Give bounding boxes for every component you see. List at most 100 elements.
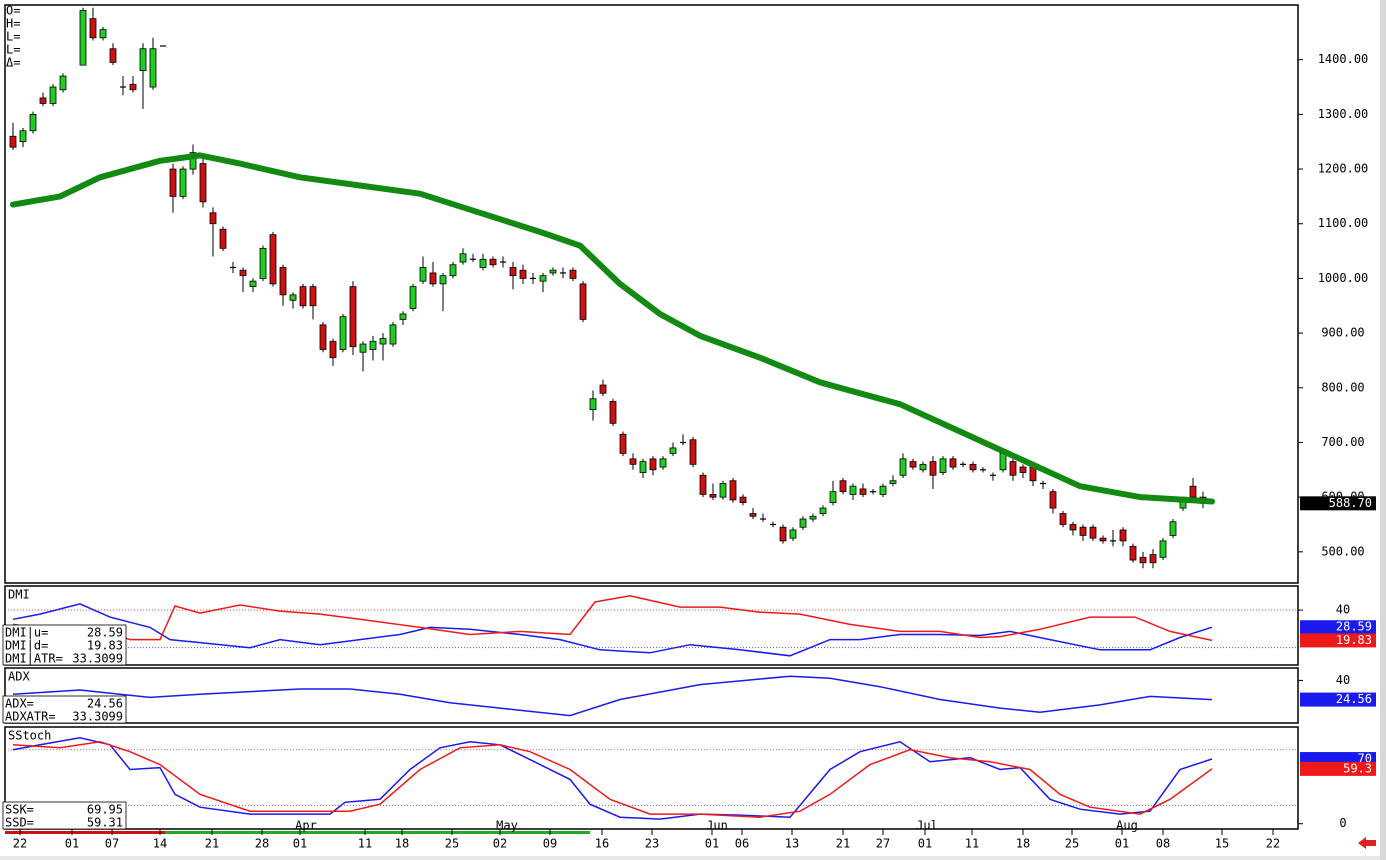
candle-body [549,269,557,274]
candle-body [209,212,217,225]
month-label: Aug [1116,819,1138,833]
candle-body [259,247,267,279]
candle-body [689,439,697,465]
candle-body [449,264,457,277]
candle-body [709,494,717,498]
candle-body [359,343,367,353]
readout-value: 33.3099 [72,652,123,666]
value-badge [1300,761,1376,776]
readout-box [2,801,127,830]
candle-body [859,488,867,495]
candle-body [909,461,917,468]
readout-name: SSK= [5,803,34,817]
x-tick-label: 01 [705,837,719,851]
candle-body [1019,466,1027,473]
x-tick-label: 18 [395,837,409,851]
candle-body [1089,526,1097,539]
candle-body [569,269,577,279]
value-badge [1300,620,1376,635]
readout-name: ADX= [5,697,34,711]
candle-body [1129,545,1137,561]
readout-value: 59.31 [87,816,123,830]
candle-body [1009,461,1017,476]
candle-body [49,86,57,104]
panel-title: SStoch [8,729,51,743]
candle-body [779,526,787,542]
candle-body [149,48,157,88]
scrollbar [1380,0,1386,860]
candle-body [409,286,417,309]
candle-body [819,507,827,514]
candle-body [719,483,727,498]
y-tick-label: 40 [1336,603,1350,617]
candle-body [579,283,587,320]
candle-body [239,269,247,277]
readout-value: 69.95 [87,803,123,817]
readout-box [2,624,127,666]
candle-body [79,10,87,66]
candle-body [609,401,617,424]
readout-name: SSD= [5,816,34,830]
candle-body [199,163,207,203]
x-tick-label: 13 [785,837,799,851]
y-tick-label: 1000.00 [1318,271,1369,285]
x-tick-label: 23 [645,837,659,851]
panel-frame [4,4,1299,584]
candle-body [829,491,837,504]
candle-body [739,496,747,504]
candle-body [919,463,927,471]
candle-body [189,152,197,170]
candle-body [669,447,677,454]
candle-body [629,458,637,465]
period-strip [165,831,590,834]
x-tick-label: 09 [543,837,557,851]
value-badge-label: 19.83 [1336,633,1372,647]
y-tick-label: 40 [1336,673,1350,687]
candle-body [249,280,257,288]
x-tick-label: 11 [965,837,979,851]
x-tick-label: 22 [13,837,27,851]
x-tick-label: 28 [255,837,269,851]
candle-body [1159,540,1167,558]
candle-body [299,286,307,307]
candle-body [889,480,897,484]
candle-body [39,97,47,104]
candle-body [749,513,757,517]
indicator-line [12,737,1213,820]
candle-body [729,480,737,501]
readout-value: 24.56 [87,697,123,711]
x-tick-label: 01 [65,837,79,851]
x-tick-label: 14 [153,837,167,851]
x-tick-label: 06 [735,837,749,851]
candle-body [59,75,67,91]
scroll-arrow[interactable] [1358,837,1376,849]
y-tick-label: 1200.00 [1318,162,1369,176]
candle-body [289,294,297,301]
candle-body [309,286,317,307]
x-tick-label: 07 [105,837,119,851]
candle-body [509,267,517,277]
candle-body [339,316,347,350]
ohlc-label: L= [6,30,20,44]
readout-name: DMI|u= [5,626,48,640]
candle-body [1099,537,1107,542]
candle-body [1059,513,1067,525]
candle-body [799,518,807,528]
candle-body [789,529,797,539]
last-price-badge [1300,496,1376,511]
candle-body [179,168,187,197]
period-strip [5,831,165,834]
value-badge-label: 59.3 [1343,761,1372,775]
y-tick-label: 800.00 [1321,380,1364,394]
candle-body [439,275,447,285]
candle-body [1119,529,1127,542]
candle-body [929,461,937,476]
candle-body [169,168,177,197]
readout-box [2,695,127,724]
candle-body [399,313,407,320]
candle-body [1139,556,1147,564]
candle-body [349,286,357,348]
candle-body [489,258,497,266]
